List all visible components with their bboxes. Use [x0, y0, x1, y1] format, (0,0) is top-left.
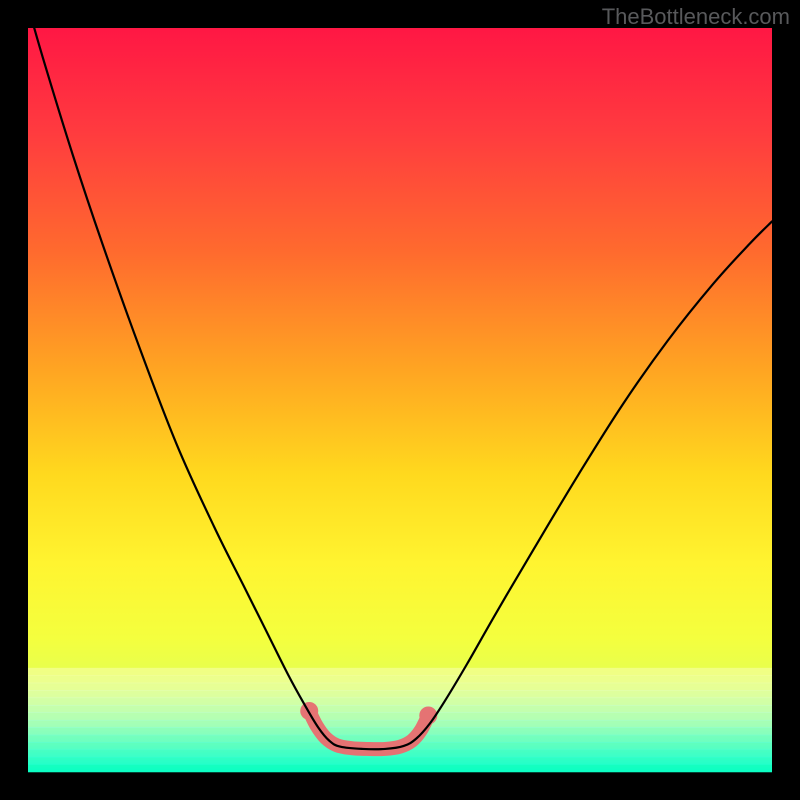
bottom-stripes — [28, 668, 772, 773]
gradient-plot-area — [28, 28, 772, 772]
watermark-text: TheBottleneck.com — [602, 4, 790, 30]
chart-canvas: { "meta": { "watermark": "TheBottleneck.… — [0, 0, 800, 800]
bottleneck-chart — [0, 0, 800, 800]
